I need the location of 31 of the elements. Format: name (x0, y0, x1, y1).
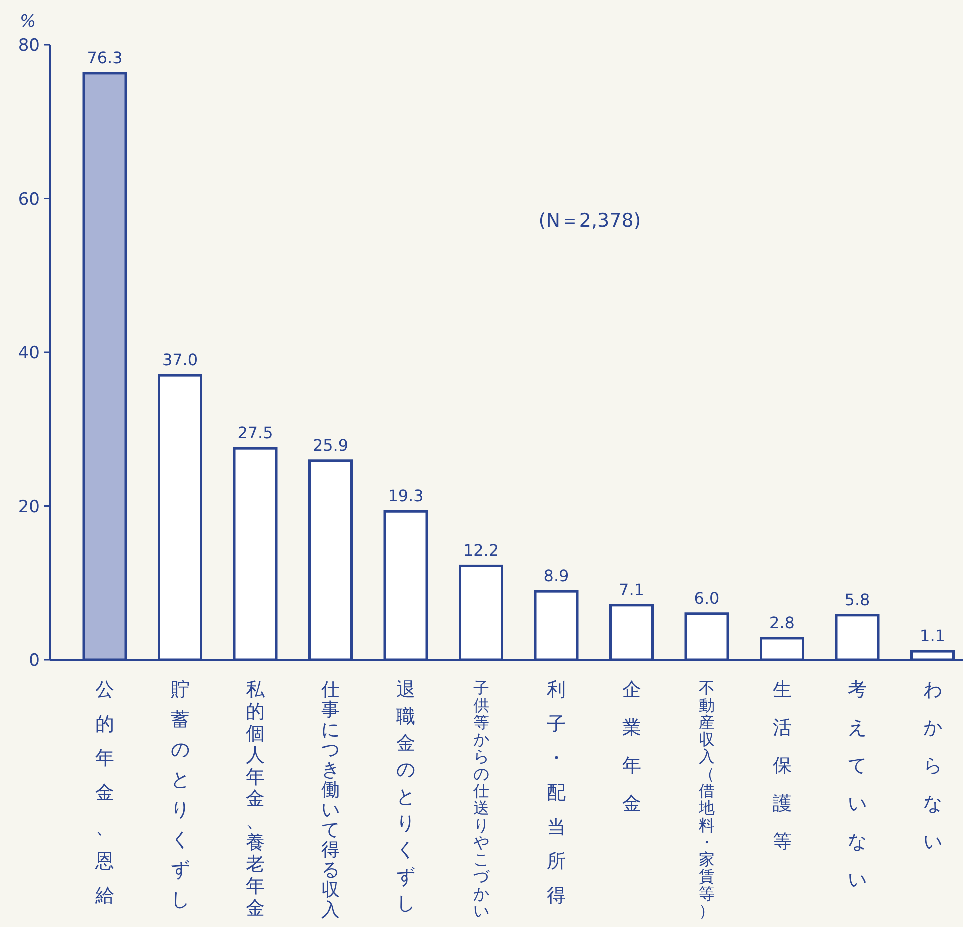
x-tick-label: 利子・配当所得 (547, 679, 566, 907)
y-tick-label: 60 (18, 190, 40, 210)
category-label: 子供等からの仕送りやこづかい (473, 678, 490, 921)
data-label: 2.8 (770, 613, 795, 632)
x-tick-label: わからない (923, 679, 942, 854)
x-tick-label: 考えていない (848, 679, 867, 892)
x-tick-label: 生活保護等 (772, 679, 792, 854)
data-label: 12.2 (463, 541, 500, 560)
data-label: 6.0 (694, 588, 720, 608)
category-label: 仕事につき働いて得る収入 (321, 680, 340, 921)
y-tick-label: 80 (18, 36, 40, 56)
data-label: 7.1 (619, 580, 644, 600)
category-label: 不動産収入（借地料・家賃等） (699, 678, 715, 921)
y-tick-label: 40 (18, 344, 40, 364)
data-label: 8.9 (544, 566, 570, 586)
data-label: 19.3 (388, 486, 424, 506)
data-label: 1.1 (920, 626, 946, 646)
data-label: 25.9 (312, 436, 349, 455)
x-tick-label: 企業年金 (622, 679, 642, 816)
data-label: 76.3 (87, 48, 123, 68)
category-label: 退職金のとりくずし (396, 679, 416, 914)
y-axis-title: % (20, 12, 36, 32)
data-label: 5.8 (844, 590, 870, 610)
category-label: 私的個人年金、養老年金 (246, 679, 265, 920)
y-tick-label: 0 (29, 651, 40, 671)
x-tick-label: 貯蓄のとりくずし (170, 679, 190, 912)
data-label: 37.0 (162, 350, 198, 370)
annotation: (N＝2,378) (538, 210, 642, 232)
x-tick-label: 公的年金、恩給 (94, 679, 114, 907)
y-tick-label: 20 (18, 497, 40, 518)
data-label: 27.5 (238, 424, 274, 443)
